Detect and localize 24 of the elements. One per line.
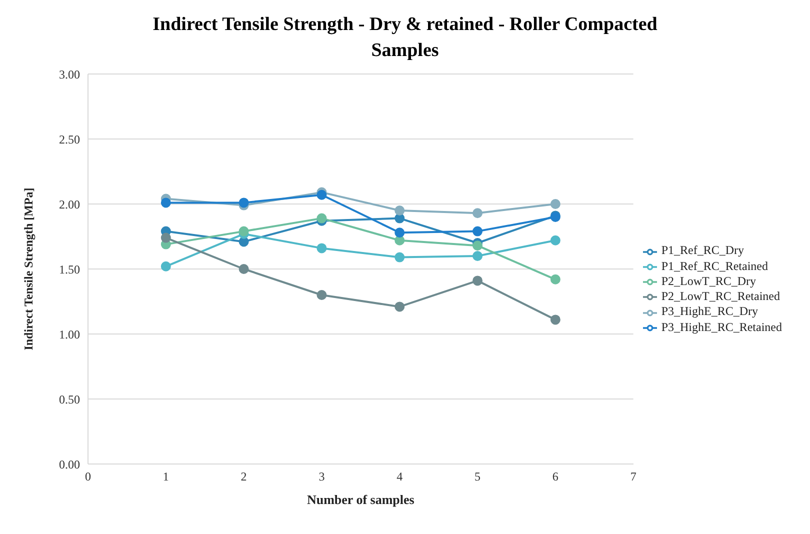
x-tick-label: 4	[396, 470, 403, 484]
y-tick-label: 1.00	[59, 327, 80, 342]
y-tick-label: 0.00	[59, 457, 80, 472]
y-tick-label: 1.50	[59, 262, 80, 276]
x-tick-label: 6	[552, 470, 558, 484]
x-axis-title: Number of samples	[306, 492, 414, 507]
y-tick-label: 0.50	[59, 392, 80, 406]
legend-label: P2_LowT_RC_Dry	[661, 274, 756, 288]
legend-label: P2_LowT_RC_Retained	[661, 289, 780, 303]
legend-label: P1_Ref_RC_Retained	[661, 258, 768, 272]
x-tick-label: 1	[162, 470, 169, 484]
x-tick-label: 3	[318, 470, 325, 484]
legend-label: P3_HighE_RC_Dry	[661, 304, 758, 318]
x-tick-label: 0	[85, 470, 91, 484]
y-tick-label: 3.00	[59, 67, 80, 82]
y-tick-label: 2.50	[59, 132, 80, 146]
x-tick-label: 2	[240, 470, 247, 484]
y-axis-title: Indirect Tensile Strength [MPa]	[21, 188, 36, 350]
x-tick-label: 5	[474, 470, 481, 484]
x-tick-label: 7	[630, 470, 636, 484]
y-tick-label: 2.00	[59, 197, 80, 212]
legend-label: P3_HighE_RC_Retained	[661, 320, 782, 334]
chart-title: Indirect Tensile Strength - Dry & retained - Roller Compacted Samples	[152, 13, 658, 63]
legend-label: P1_Ref_RC_Dry	[661, 243, 744, 258]
